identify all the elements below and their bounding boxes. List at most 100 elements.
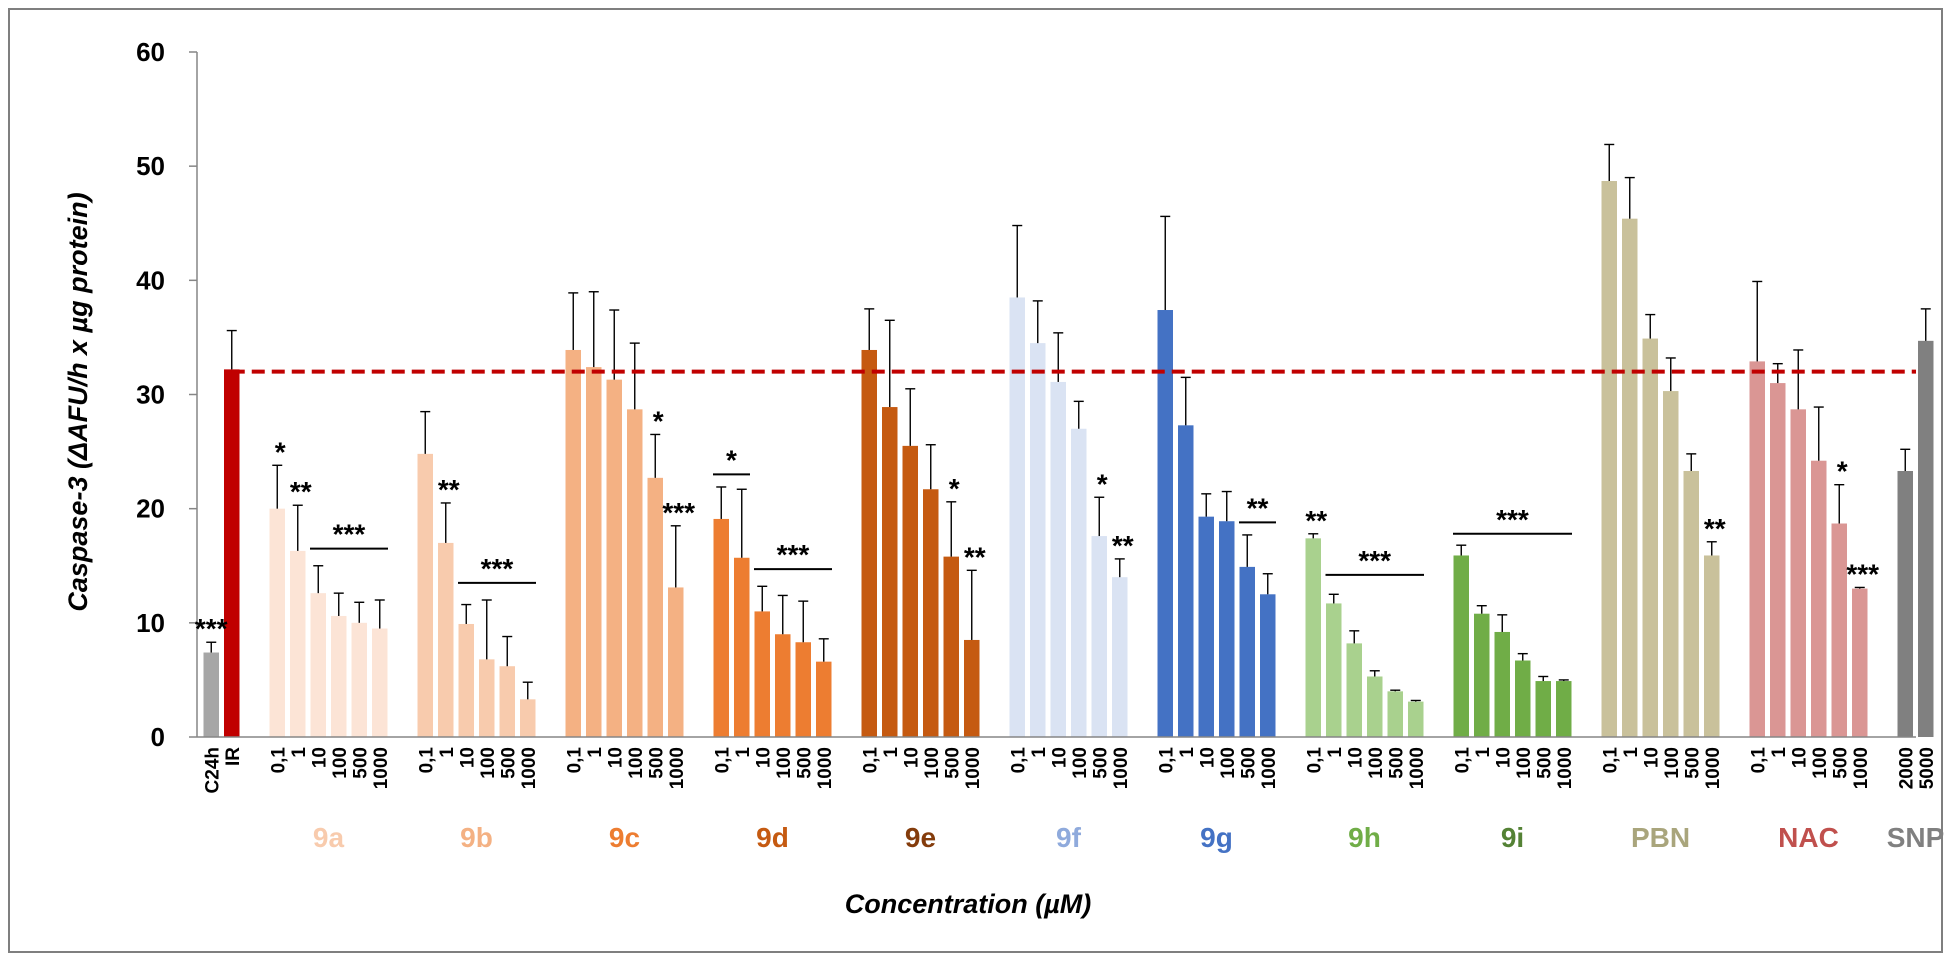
significance-marker: * [949, 473, 960, 504]
x-tick-label: 1000 [963, 747, 984, 789]
bar [1260, 594, 1276, 737]
bar [734, 557, 750, 737]
x-tick-label: 0,1 [1452, 747, 1473, 774]
bar [1178, 425, 1194, 737]
x-tick-label: 1 [881, 747, 902, 758]
x-tick-label: 10 [753, 747, 774, 768]
bar [1642, 338, 1658, 737]
bar [417, 453, 433, 737]
bar [224, 369, 240, 737]
x-tick-label: 1 [1769, 747, 1790, 758]
bar [458, 623, 474, 737]
bars [203, 143, 1934, 738]
x-tick-label: 10 [1641, 747, 1662, 768]
bar [203, 652, 219, 737]
bar [1663, 391, 1679, 737]
x-tick-label: 1 [1621, 747, 1642, 758]
group-label: NAC [1778, 822, 1839, 853]
x-tick-label: 500 [1090, 747, 1111, 779]
bar [1326, 603, 1342, 737]
x-tick-label: 1000 [1259, 747, 1280, 789]
x-tick-label: 500 [1534, 747, 1555, 779]
x-tick-label: 10 [1197, 747, 1218, 768]
bar [1157, 310, 1173, 737]
x-tick-label: 100 [1070, 747, 1091, 779]
bar [351, 622, 367, 737]
x-tick-label: 500 [1238, 747, 1259, 779]
x-tick-label: 0,1 [1008, 747, 1029, 774]
significance-marker: *** [195, 613, 228, 644]
x-tick-label: 1 [1029, 747, 1050, 758]
group-label: 9f [1056, 822, 1082, 853]
group-label: 9h [1348, 822, 1381, 853]
significance-marker: *** [662, 497, 695, 528]
group-label: 9c [609, 822, 640, 853]
x-tick-label: 100 [1366, 747, 1387, 779]
bar [438, 542, 454, 737]
bar [1112, 577, 1128, 737]
x-tick-label: 0,1 [416, 747, 437, 774]
significance-marker: ** [1305, 505, 1327, 536]
bar [1897, 470, 1913, 737]
significance-marker: ** [1112, 530, 1134, 561]
bar [331, 615, 347, 737]
x-tick-label: 0,1 [268, 747, 289, 774]
x-tick-label: 10 [1493, 747, 1514, 768]
y-tick-label: 60 [136, 37, 165, 67]
y-tick-label: 10 [136, 608, 165, 638]
group-label: 9d [756, 822, 789, 853]
bar [1387, 691, 1403, 737]
bar [668, 587, 684, 737]
x-tick-label: 1 [1325, 747, 1346, 758]
x-tick-label: 100 [478, 747, 499, 779]
bar [1091, 536, 1107, 737]
bar [713, 518, 729, 737]
x-tick-label: 10 [309, 747, 330, 768]
x-tick-label: 5000 [1917, 747, 1938, 789]
x-tick-label: 500 [350, 747, 371, 779]
group-label: PBN [1631, 822, 1690, 853]
x-axis-title: Concentration (µM) [845, 889, 1092, 919]
bar [1790, 409, 1806, 737]
bar [1453, 555, 1469, 737]
x-tick-label: 0,1 [1304, 747, 1325, 774]
x-tick-label: 0,1 [1600, 747, 1621, 774]
significance-marker: ** [1704, 513, 1726, 544]
bar [586, 367, 602, 737]
bar [775, 634, 791, 737]
bar [964, 639, 980, 737]
x-tick-label: 1000 [371, 747, 392, 789]
significance-marker: * [1837, 456, 1848, 487]
chart-frame [8, 8, 1943, 953]
x-tick-label: 100 [1514, 747, 1535, 779]
x-tick-label: 0,1 [1748, 747, 1769, 774]
bar [310, 593, 326, 737]
y-axis: 0 10 20 30 40 50 60 [136, 37, 198, 752]
bar [1494, 631, 1510, 737]
x-tick-label: 2000 [1896, 747, 1917, 789]
bar [269, 508, 285, 737]
x-tick-label: 500 [1830, 747, 1851, 779]
bar [882, 407, 898, 737]
y-tick-label: 40 [136, 265, 165, 295]
x-tick-label: 100 [1810, 747, 1831, 779]
x-tick-label: 0,1 [712, 747, 733, 774]
bar [372, 628, 388, 737]
bar [1305, 538, 1321, 737]
x-tick-label: 1000 [1407, 747, 1428, 789]
significance-marker: ** [438, 474, 460, 505]
bar [647, 477, 663, 737]
bar [923, 489, 939, 737]
bar [1050, 381, 1066, 737]
y-tick-label: 30 [136, 380, 165, 410]
bracket-label: *** [333, 519, 366, 550]
significance-marker: ** [290, 476, 312, 507]
bar [520, 699, 536, 737]
bar [1852, 588, 1868, 737]
significance-marker: * [653, 405, 664, 436]
group-label: 9i [1501, 822, 1524, 853]
bracket-label: *** [481, 553, 514, 584]
bar [1239, 566, 1255, 737]
bar [1535, 681, 1551, 737]
